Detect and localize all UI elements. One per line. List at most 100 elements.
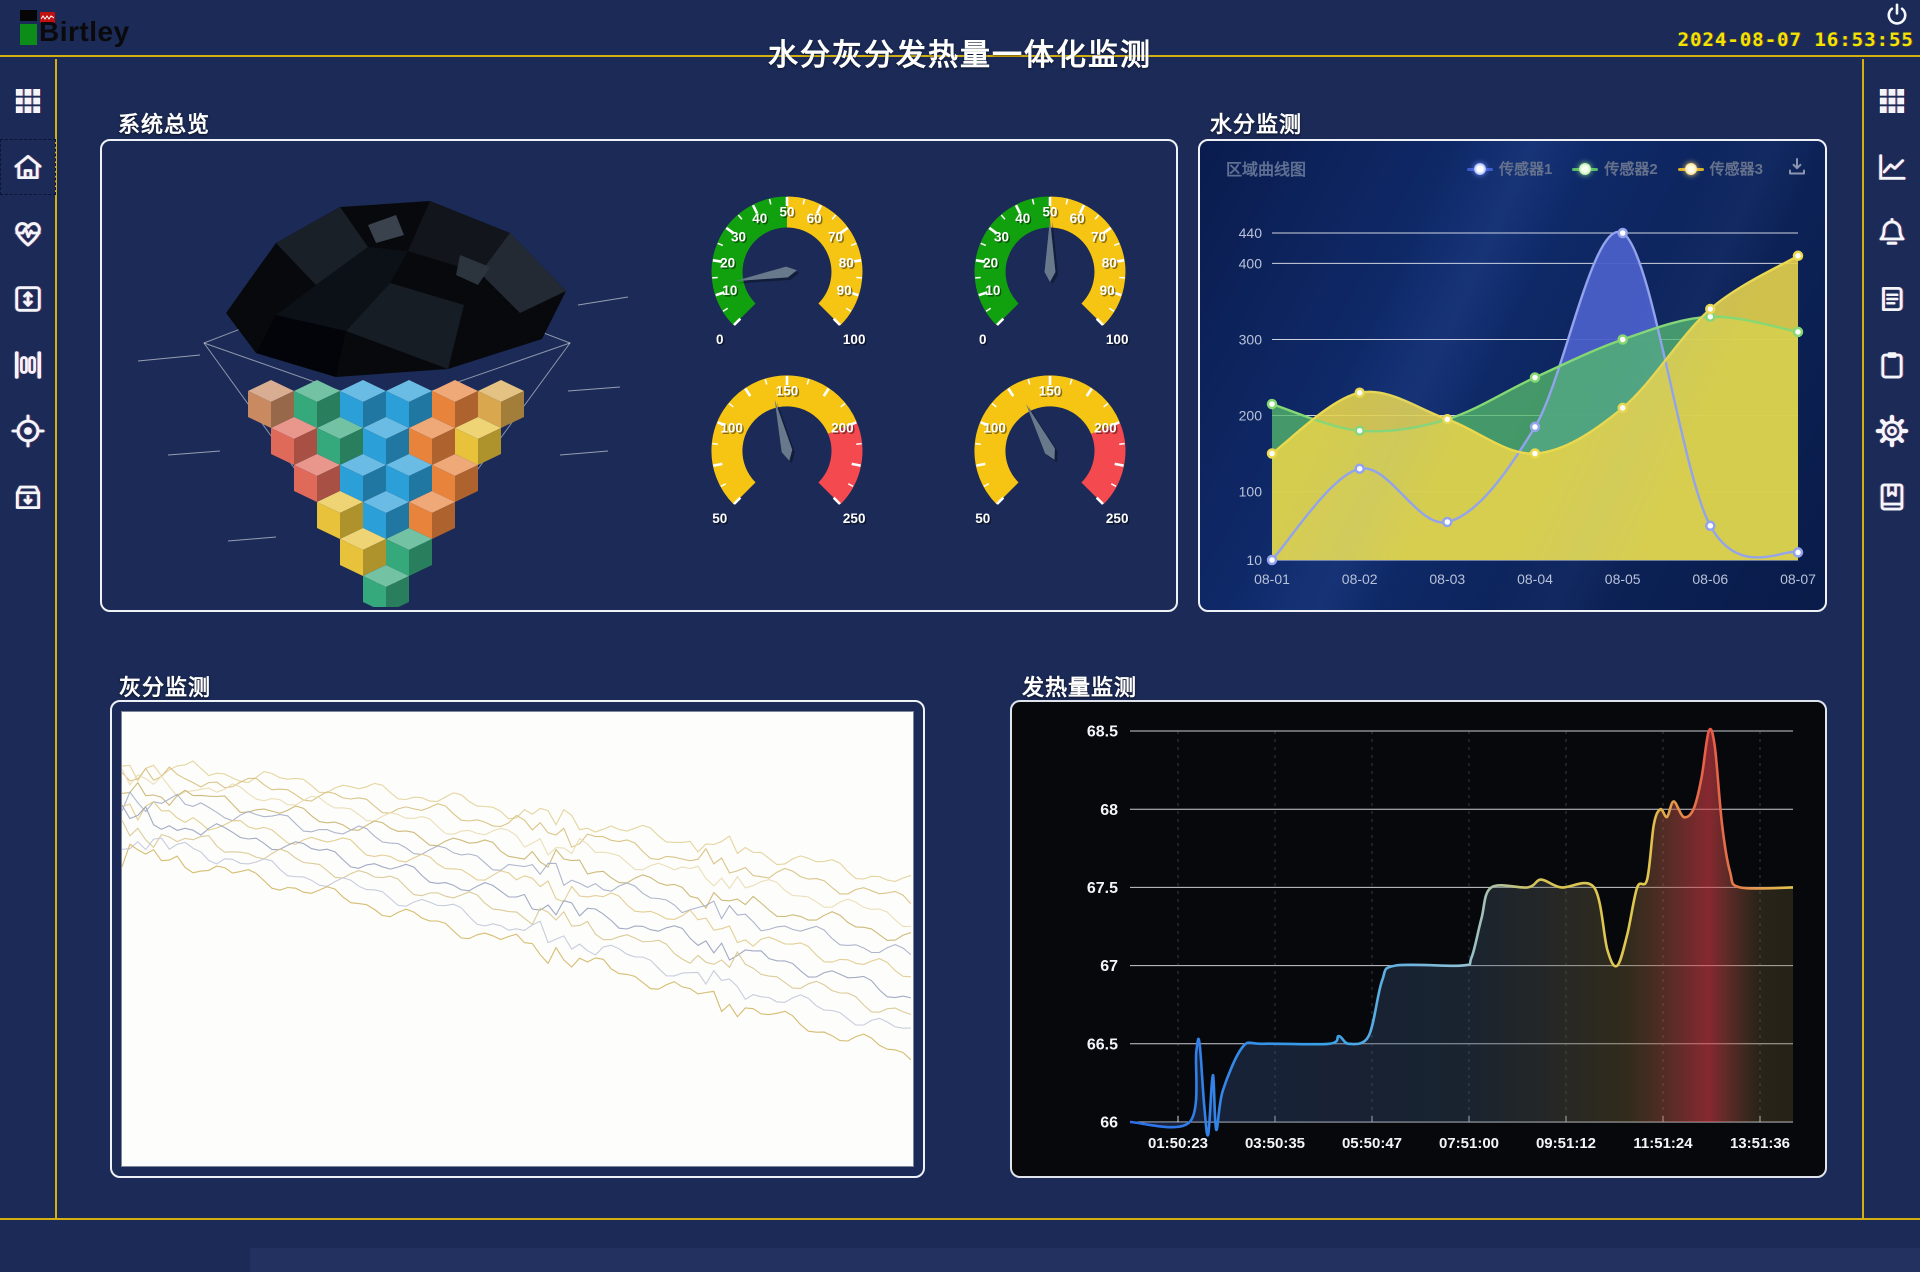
sidebar-item-records[interactable] [1872,477,1912,517]
svg-text:50: 50 [975,511,990,526]
moisture-legend: 传感器1 传感器2 传感器3 [1466,155,1809,182]
svg-text:66: 66 [1100,1115,1118,1132]
sidebar-item-health-monitor[interactable] [8,213,48,253]
svg-text:08-05: 08-05 [1605,571,1641,587]
line-chart-icon [1879,154,1906,180]
svg-text:250: 250 [1106,511,1129,526]
svg-text:08-07: 08-07 [1780,571,1816,587]
footer-band [250,1248,1920,1272]
svg-text:250: 250 [843,511,866,526]
svg-text:100: 100 [844,333,867,348]
gauge-moisture-1: 0 0 10 10 20 20 30 30 40 40 50 50 60 60 70 70 80 80 90 90 10… [682,172,892,357]
overview-panel: 0 0 10 10 20 20 30 30 40 40 50 50 60 60 70 70 80 80 90 90 10… [100,139,1178,613]
svg-text:90: 90 [1101,285,1116,300]
svg-text:0: 0 [718,333,726,348]
svg-text:50: 50 [977,512,992,527]
sidebar-item-reports[interactable] [1872,279,1912,319]
svg-text:200: 200 [1094,421,1117,436]
svg-text:70: 70 [1092,231,1107,246]
sidebar-item-tasks[interactable] [1872,345,1912,385]
legend-item-sensor3[interactable]: 传感器3 [1677,158,1763,179]
legend-item-sensor2[interactable]: 传感器2 [1572,158,1658,179]
svg-text:150: 150 [1039,384,1062,399]
svg-text:30: 30 [994,229,1009,244]
svg-text:50: 50 [779,205,794,220]
svg-text:07:51:00: 07:51:00 [1439,1135,1499,1152]
calorific-panel-title: 发热量监测 [1022,675,1138,701]
svg-text:08-06: 08-06 [1692,571,1728,587]
svg-text:200: 200 [1096,422,1119,437]
svg-text:10: 10 [722,283,737,298]
heart-pulse-icon [14,222,41,247]
sidebar-item-alarms[interactable] [1872,213,1912,253]
svg-text:05:50:47: 05:50:47 [1342,1135,1402,1152]
gauge-calorific-2: 50 50 100 100 150 150 200 200 250 250 [945,351,1155,536]
sidebar-item-home[interactable] [0,139,56,195]
svg-text:68.5: 68.5 [1087,724,1118,741]
svg-text:80: 80 [840,257,855,272]
svg-text:08-04: 08-04 [1517,571,1553,587]
svg-text:150: 150 [776,384,799,399]
coal-3d-illustration [108,155,668,613]
svg-text:300: 300 [1239,331,1263,347]
svg-text:20: 20 [720,255,735,270]
moisture-panel-title: 水分监测 [1210,112,1303,138]
svg-text:08-03: 08-03 [1429,571,1465,587]
svg-text:100: 100 [1107,333,1130,348]
svg-text:90: 90 [837,283,852,298]
archive-download-icon [15,485,40,510]
svg-text:70: 70 [828,229,843,244]
home-icon [14,154,41,180]
svg-text:60: 60 [1071,213,1086,228]
grid-icon [1880,89,1904,113]
sidebar-item-level-range[interactable] [8,279,48,319]
svg-text:440: 440 [1239,225,1263,241]
svg-text:08-02: 08-02 [1342,571,1378,587]
sidebar-item-apps[interactable] [8,81,48,121]
sidebar-item-target[interactable] [8,411,48,451]
svg-text:60: 60 [808,213,823,228]
svg-text:10: 10 [724,285,739,300]
svg-text:20: 20 [722,257,737,272]
svg-text:0: 0 [716,332,724,347]
target-icon [11,414,44,448]
overview-panel-title: 系统总览 [118,112,211,138]
svg-text:70: 70 [829,231,844,246]
svg-text:150: 150 [777,385,800,400]
svg-text:60: 60 [807,211,822,226]
download-button[interactable] [1785,155,1809,182]
clipboard-icon [1881,352,1903,379]
sidebar-item-modules[interactable] [1872,81,1912,121]
legend-item-sensor1[interactable]: 传感器1 [1466,158,1552,179]
svg-text:200: 200 [831,421,854,436]
gear-icon [1875,414,1909,448]
svg-text:11:51:24: 11:51:24 [1633,1135,1693,1152]
svg-text:80: 80 [1102,255,1117,270]
left-sidebar [0,59,57,1218]
bookmark-book-icon [1880,483,1904,511]
svg-text:40: 40 [754,213,769,228]
svg-text:01:50:23: 01:50:23 [1148,1135,1208,1152]
power-icon[interactable] [1884,2,1910,28]
ash-multiline-chart [121,711,914,1167]
svg-text:70: 70 [1091,229,1106,244]
sidebar-item-width-gauge[interactable] [8,345,48,385]
svg-text:40: 40 [1017,213,1032,228]
svg-text:08-01: 08-01 [1254,571,1290,587]
sidebar-item-archive[interactable] [8,477,48,517]
gauge-moisture-2: 0 0 10 10 20 20 30 30 40 40 50 50 60 60 70 70 80 80 90 90 10… [945,172,1155,357]
svg-text:60: 60 [1070,211,1085,226]
datetime-display: 2024-08-07 16:53:55 [1677,29,1914,51]
page-title: 水分灰分发热量一体化监测 [768,39,1152,73]
calorific-line-chart: 66 66.5 67 67.5 68 68.5 01:50:23 03:50:35 05:50:… [1010,700,1827,1178]
main-content: 系统总览 0 0 10 10 20 20 30 30 40 40 50 50 60 60 70 70 80 80 9… [57,59,1862,1218]
svg-text:40: 40 [752,211,767,226]
svg-text:10: 10 [987,285,1002,300]
sidebar-item-trends[interactable] [1872,147,1912,187]
svg-text:68: 68 [1100,802,1118,819]
svg-text:30: 30 [731,229,746,244]
sidebar-item-settings[interactable] [1872,411,1912,451]
svg-text:100: 100 [720,421,743,436]
ruler-icon [14,351,41,379]
